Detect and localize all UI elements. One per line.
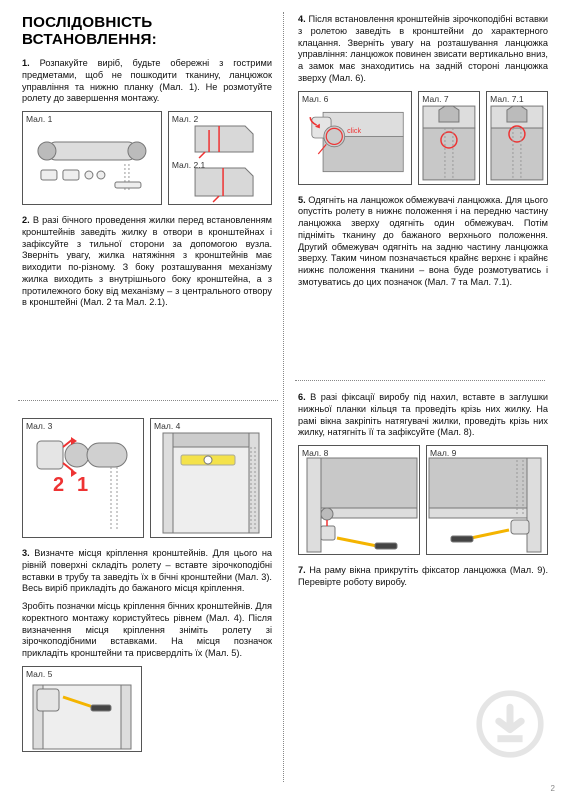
section-6-num: 6.: [298, 392, 306, 402]
fig-row-4: Мал. 6 click Мал. 7: [298, 91, 548, 185]
section-1-text: Розпакуйте виріб, будьте обережні з гост…: [22, 58, 272, 103]
figure-6: Мал. 6 click: [298, 91, 412, 185]
left-column-top: ПОСЛІДОВНІСТЬ ВСТАНОВЛЕННЯ: 1. Розпакуйт…: [22, 14, 272, 315]
page-title: ПОСЛІДОВНІСТЬ ВСТАНОВЛЕННЯ:: [22, 14, 272, 48]
fig-row-3: Мал. 5: [22, 666, 272, 752]
section-4-text: Після встановлення кронштейнів зірочкопо…: [298, 14, 548, 83]
svg-text:click: click: [347, 126, 361, 135]
figure-2-caption: Мал. 2: [172, 114, 198, 124]
section-6: 6. В разі фіксації виробу під нахил, вст…: [298, 392, 548, 439]
section-5-num: 5.: [298, 195, 306, 205]
figure-9: Мал. 9: [426, 445, 548, 555]
figure-2-1-caption: Мал. 2.1: [172, 160, 205, 170]
section-6-text: В разі фіксації виробу під нахил, вставт…: [298, 392, 548, 437]
section-3a: 3. Визначте місця кріплення кронштейнів.…: [22, 548, 272, 595]
figure-7-illustration: [419, 92, 479, 184]
right-column-top: 4. Після встановлення кронштейнів зірочк…: [298, 14, 548, 295]
fig-row-1: Мал. 1 Мал. 2: [22, 111, 272, 205]
figure-2-illustration: [169, 112, 271, 204]
right-column-bottom: 6. В разі фіксації виробу під нахил, вст…: [298, 392, 548, 595]
figure-4-caption: Мал. 4: [154, 421, 180, 431]
section-1-num: 1.: [22, 58, 30, 68]
figure-7-caption: Мал. 7: [422, 94, 448, 104]
figure-7: Мал. 7: [418, 91, 480, 185]
figure-3-illustration: 2 1: [23, 419, 143, 537]
section-3-text-2: Зробіть позначки місць кріплення бічних …: [22, 601, 272, 658]
figure-6-caption: Мал. 6: [302, 94, 328, 104]
figure-8: Мал. 8: [298, 445, 420, 555]
figure-3: Мал. 3 2 1: [22, 418, 144, 538]
figure-9-caption: Мал. 9: [430, 448, 456, 458]
figure-1-caption: Мал. 1: [26, 114, 52, 124]
figure-8-illustration: [299, 446, 419, 554]
section-3b: Зробіть позначки місць кріплення бічних …: [22, 601, 272, 660]
figure-5: Мал. 5: [22, 666, 142, 752]
left-column-bottom: Мал. 3 2 1 Мал. 4: [22, 412, 272, 762]
section-7-text: На раму вікна прикрутіть фіксатор ланцюж…: [298, 565, 548, 587]
figure-5-illustration: [23, 667, 141, 751]
figure-9-illustration: [427, 446, 547, 554]
figure-6-illustration: click: [299, 92, 411, 184]
horizontal-divider-left: [18, 400, 278, 401]
section-2: 2. В разі бічного проведення жилки перед…: [22, 215, 272, 309]
svg-text:2: 2: [53, 474, 64, 496]
vertical-divider: [283, 12, 284, 782]
watermark-icon: [475, 689, 545, 759]
figure-8-caption: Мал. 8: [302, 448, 328, 458]
svg-text:1: 1: [77, 474, 88, 496]
fig-row-5: Мал. 8 Мал. 9: [298, 445, 548, 555]
figure-7-1-illustration: [487, 92, 547, 184]
instruction-page: ПОСЛІДОВНІСТЬ ВСТАНОВЛЕННЯ: 1. Розпакуйт…: [0, 0, 565, 799]
figure-7-1-caption: Мал. 7.1: [490, 94, 523, 104]
section-3-text-1: Визначте місця кріплення кронштейнів. Дл…: [22, 548, 272, 593]
section-2-num: 2.: [22, 215, 30, 225]
section-1: 1. Розпакуйте виріб, будьте обережні з г…: [22, 58, 272, 105]
figure-3-caption: Мал. 3: [26, 421, 52, 431]
section-7: 7. На раму вікна прикрутіть фіксатор лан…: [298, 565, 548, 589]
section-2-text: В разі бічного проведення жилки перед вс…: [22, 215, 272, 307]
section-5-text: Одягніть на ланцюжок обмежувачі ланцюжка…: [298, 195, 548, 287]
figure-7-1: Мал. 7.1: [486, 91, 548, 185]
section-7-num: 7.: [298, 565, 306, 575]
section-4: 4. Після встановлення кронштейнів зірочк…: [298, 14, 548, 85]
fig-row-2: Мал. 3 2 1 Мал. 4: [22, 418, 272, 538]
figure-1: Мал. 1: [22, 111, 162, 205]
section-3-num: 3.: [22, 548, 30, 558]
figure-2: Мал. 2 Мал. 2.1: [168, 111, 272, 205]
figure-1-illustration: [23, 112, 161, 204]
figure-5-caption: Мал. 5: [26, 669, 52, 679]
page-number: 2: [551, 784, 555, 793]
figure-4-illustration: [151, 419, 271, 537]
horizontal-divider-right: [295, 380, 545, 381]
section-5: 5. Одягніть на ланцюжок обмежувачі ланцю…: [298, 195, 548, 289]
figure-4: Мал. 4: [150, 418, 272, 538]
section-4-num: 4.: [298, 14, 306, 24]
